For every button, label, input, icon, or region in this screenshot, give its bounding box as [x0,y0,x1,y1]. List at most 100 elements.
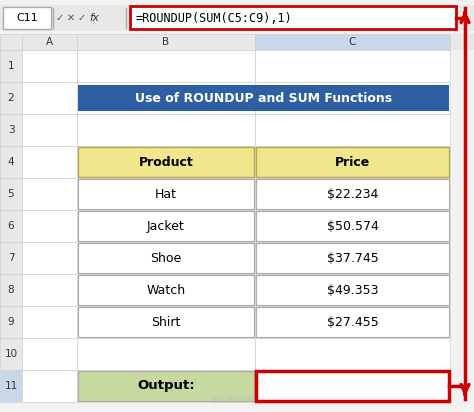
Bar [77,242,255,274]
Text: Output:: Output: [137,379,195,393]
Bar [256,147,449,177]
Bar [77,178,255,210]
Bar [22,306,77,338]
Bar [78,147,254,177]
Text: Product: Product [138,155,193,169]
Bar [255,370,450,402]
Text: $187.40: $187.40 [318,379,387,393]
Bar [0,146,22,178]
Text: C: C [349,37,356,47]
Bar [77,210,255,242]
Bar [22,82,77,114]
Bar [77,34,255,50]
Text: 7: 7 [8,253,14,263]
Text: $49.353: $49.353 [327,283,378,297]
Bar [255,146,450,178]
Bar [77,338,255,370]
Bar [0,210,22,242]
Text: ✕: ✕ [67,13,75,23]
Text: 10: 10 [4,349,18,359]
Bar [0,242,22,274]
Text: Watch: Watch [146,283,185,297]
Bar [22,34,77,50]
Bar [22,370,77,402]
Text: B: B [163,37,170,47]
Bar [256,179,449,209]
Bar [256,211,449,241]
Bar [0,5,474,31]
Text: fx: fx [89,13,99,23]
Bar [256,371,449,401]
Text: 2: 2 [8,93,14,103]
Bar [77,306,255,338]
Text: A: A [46,37,53,47]
Bar [255,306,450,338]
Text: 6: 6 [8,221,14,231]
Text: $37.745: $37.745 [327,251,378,265]
Text: Jacket: Jacket [147,220,185,232]
Bar [255,34,450,50]
Bar [22,274,77,306]
Bar [78,307,254,337]
Bar [0,274,22,306]
Bar [77,370,255,402]
Bar [0,306,22,338]
Bar [0,34,22,50]
Text: Price: Price [335,155,370,169]
Bar [22,242,77,274]
Bar [77,274,255,306]
Bar [0,338,22,370]
Text: 3: 3 [8,125,14,135]
Text: Shirt: Shirt [151,316,181,328]
Text: 4: 4 [8,157,14,167]
Bar [77,50,255,82]
Bar [22,146,77,178]
Text: $27.455: $27.455 [327,316,378,328]
Bar [22,50,77,82]
Text: $22.234: $22.234 [327,187,378,201]
Bar [255,338,450,370]
Bar [77,146,255,178]
Bar [78,371,254,401]
Bar [78,85,449,111]
Bar [22,114,77,146]
Text: $50.574: $50.574 [327,220,378,232]
Text: Shoe: Shoe [150,251,182,265]
Bar [78,179,254,209]
Bar [78,211,254,241]
Bar [256,243,449,273]
Bar [255,114,450,146]
Bar [3,7,51,29]
Text: Hat: Hat [155,187,177,201]
Bar [0,114,22,146]
Bar [22,210,77,242]
Text: =ROUNDUP(SUM(C5:C9),1): =ROUNDUP(SUM(C5:C9),1) [136,12,293,24]
Bar [256,307,449,337]
Bar [256,275,449,305]
Bar [255,242,450,274]
Bar [255,274,450,306]
Bar [22,178,77,210]
Bar [78,243,254,273]
Text: exceldemy: exceldemy [210,395,264,405]
Bar [0,82,22,114]
Text: 1: 1 [8,61,14,71]
Bar [255,82,450,114]
Bar [22,338,77,370]
Bar [77,82,255,114]
Bar [0,50,22,82]
Text: ✓: ✓ [56,13,64,23]
Text: C11: C11 [16,13,38,23]
Bar [255,210,450,242]
Text: 11: 11 [4,381,18,391]
Text: 8: 8 [8,285,14,295]
Bar [0,178,22,210]
Text: Use of ROUNDUP and SUM Functions: Use of ROUNDUP and SUM Functions [135,91,392,105]
Text: 9: 9 [8,317,14,327]
Text: ✓: ✓ [78,13,86,23]
Bar [0,370,22,402]
Bar [255,50,450,82]
Bar [78,275,254,305]
Bar [0,34,474,50]
Text: 5: 5 [8,189,14,199]
